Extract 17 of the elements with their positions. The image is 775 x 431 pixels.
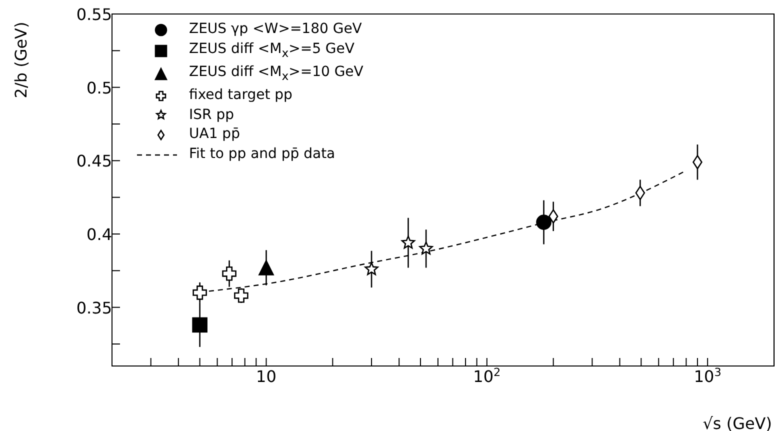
x-tick-label: 10 [256,367,276,386]
legend-label: ZEUS diff <M$_{x}$>=10 GeV [189,62,364,85]
y-tick-label: 0.4 [86,225,112,244]
x-tick-label: 10$^{3}$ [694,366,722,386]
y-axis-title: 2/b (GeV) [11,22,30,98]
y-tick-label: 0.5 [86,78,112,98]
legend-label: UA1 pp̄ [189,125,240,144]
legend-label: ZEUS γp <W>=180 GeV [189,20,362,39]
x-tick-label: 10$^{2}$ [473,366,501,386]
y-tick-label: 0.55 [76,5,112,24]
x-axis-title: √s (GeV) [702,414,772,431]
legend-label: ZEUS diff <M$_{x}$>=5 GeV [189,40,354,62]
y-tick-label: 0.35 [76,298,112,318]
legend-label: fixed target pp [189,86,292,106]
legend-label: ISR pp [189,106,234,125]
legend-label: Fit to pp and pp̄ data [189,144,336,164]
y-tick-label: 0.45 [76,152,112,171]
